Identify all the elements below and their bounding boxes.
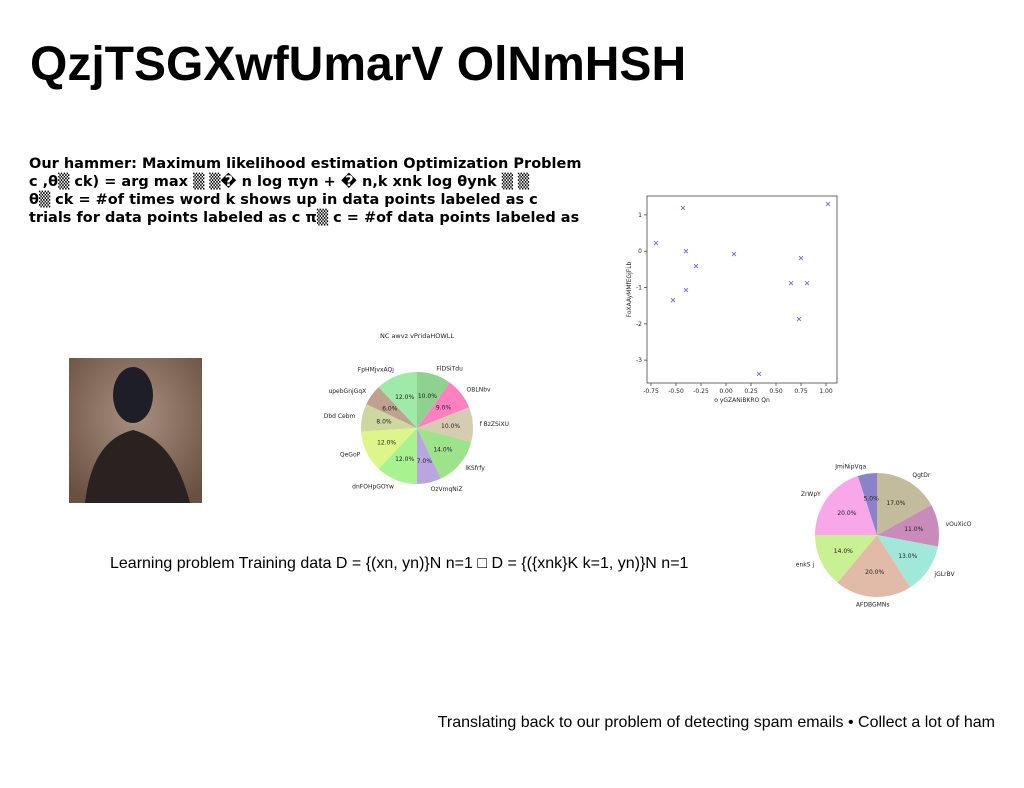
slice-percent: 6.0% [382,405,398,412]
body-line: θ▒ ck = #of times word k shows up in dat… [29,190,538,208]
point [756,371,762,377]
slice-percent: 14.0% [834,548,853,555]
slice-percent: 20.0% [837,510,856,517]
pie-slice [361,428,417,469]
x-tick-label: 1.00 [819,388,833,395]
slice-label: ZrWpY [801,491,821,498]
slice-percent: 7.0% [417,458,433,465]
point [683,248,689,254]
point [788,280,794,286]
pie-title: NC awvz vPridaHOWLL [380,332,454,340]
pie-slice [360,404,417,432]
pie-slice [366,387,417,428]
slice-percent: 8.0% [376,419,392,426]
pie-slice [378,428,417,484]
y-tick-label: -1 [636,285,642,292]
x-tick-label: -0.25 [693,388,709,395]
slice-label: AFDBGMNs [856,601,890,608]
slice-label: dnFOHpGOYw [352,483,394,490]
slice-label: Dbd Cebm [324,413,356,420]
learning-text: Learning problem Training data D = {(xn,… [110,555,689,572]
point [796,316,802,322]
slice-percent: 9.0% [436,404,452,411]
slice-label: lKSfrfy [465,465,485,472]
slice-label: JmiNipVqa [834,463,866,470]
photo [69,358,202,503]
point [670,297,676,303]
pie-slice [417,428,441,484]
pie-slice [857,473,877,535]
slice-percent: 13.0% [898,553,917,560]
body-line: trials for data points labeled as c π▒ c… [29,208,579,226]
slice-label: upebGnjGqX [328,388,366,395]
y-tick-label: -3 [636,357,642,364]
slice-percent: 12.0% [395,456,414,463]
y-tick-label: 0 [638,248,642,255]
pie-slice [417,382,470,428]
point [731,251,737,257]
x-tick-label: 0.00 [719,388,733,395]
point [653,240,659,246]
slice-percent: 14.0% [433,446,452,453]
pie-slice [417,407,474,442]
x-tick-label: 0.25 [744,388,758,395]
pie-slice [837,535,911,597]
x-tick-label: -0.75 [643,388,659,395]
point [825,201,831,207]
pie-slice [877,535,938,588]
body-line: c ,θ▒ ck) = arg max ▒ ▒� n log πyn + � n… [29,172,530,190]
slice-label: QgtDr [912,472,931,479]
slice-percent: 10.0% [441,423,460,430]
point [798,255,804,261]
x-axis-label: o yGZANiBKRO Qn [714,397,770,404]
point [680,205,686,211]
slice-percent: 12.0% [377,439,396,446]
y-tick-label: 1 [638,212,642,219]
slice-label: OBLNbv [467,387,491,394]
pie-slice [815,535,877,583]
slice-percent: 17.0% [886,500,905,507]
pie-slice [378,372,417,428]
title: QzjTSGXwfUmarV OlNmHSH [30,38,686,91]
slice-percent: 10.0% [418,393,437,400]
slice-label: QeGoP [340,452,361,459]
pie-slice [815,476,877,535]
y-tick-label: -2 [636,321,642,328]
point [683,287,689,293]
slice-label: FlDSiTdu [436,365,463,372]
slice-label: vOuXicO [946,521,972,528]
slice-percent: 11.0% [904,526,923,533]
x-tick-label: 0.50 [769,388,783,395]
slice-label: enkS j [796,562,815,569]
footer-text: Translating back to our problem of detec… [438,714,995,731]
pie-slice [417,372,450,428]
slice-percent: 5.0% [864,495,880,502]
point [804,280,810,286]
slice-label: FpHMjvxAQj [358,367,394,374]
x-tick-label: -0.50 [668,388,684,395]
y-axis-label: FoXAAyMMfEGjFLb [626,261,633,317]
pie-slice [417,428,472,479]
body-line: Our hammer: Maximum likelihood estimatio… [29,156,581,172]
slice-label: f BzZSiXU [480,421,509,428]
pie-slice [877,505,939,547]
plot-frame [646,195,838,384]
x-tick-label: 0.75 [794,388,808,395]
point [693,263,699,269]
slice-label: OzVmqNiZ [431,486,463,493]
slice-percent: 20.0% [865,569,884,576]
slice-percent: 12.0% [395,394,414,401]
slice-label: jGLrBV [933,571,955,578]
pie-slice [877,473,932,535]
